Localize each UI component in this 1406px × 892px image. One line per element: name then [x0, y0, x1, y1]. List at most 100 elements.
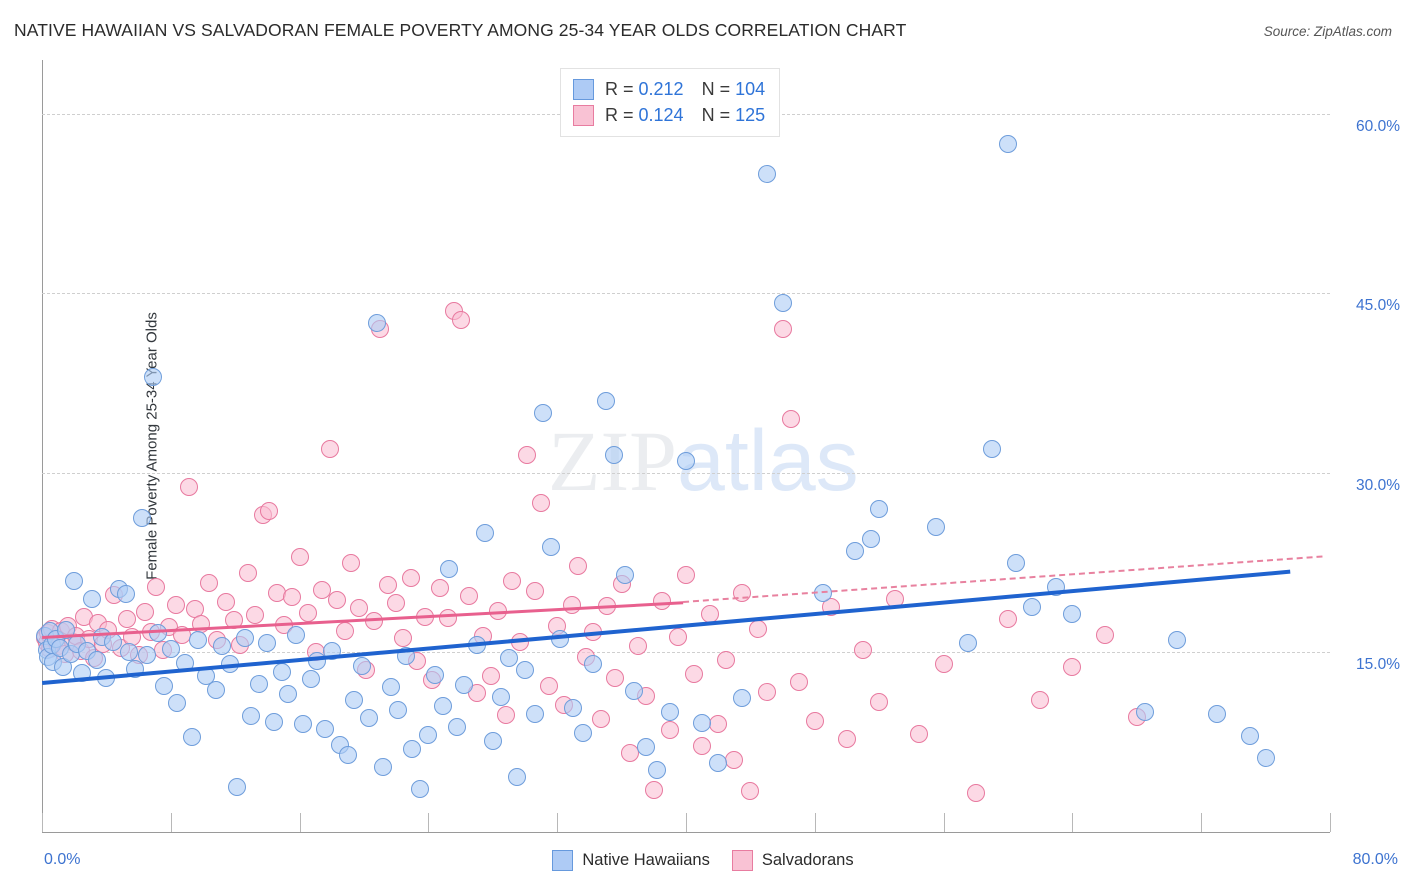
scatter-point [564, 698, 583, 717]
scatter-point [525, 582, 544, 601]
scatter-point [206, 680, 225, 699]
scatter-point [57, 620, 76, 639]
source-label: Source: ZipAtlas.com [1263, 24, 1392, 39]
scatter-point [258, 633, 277, 652]
scatter-point [838, 729, 856, 748]
scatter-point [416, 607, 435, 626]
scatter-point [350, 599, 369, 618]
scatter-point [282, 588, 301, 607]
scatter-point [846, 541, 865, 560]
scatter-point [321, 439, 340, 458]
scatter-point [287, 625, 306, 644]
scatter-point [628, 637, 647, 656]
scatter-point [290, 547, 309, 566]
scatter-point [491, 687, 510, 706]
scatter-point [569, 557, 588, 576]
y-axis-tick-label: 45.0% [1356, 297, 1400, 315]
n-value: 104 [735, 78, 766, 99]
y-axis-tick-label: 30.0% [1356, 476, 1400, 494]
scatter-point [242, 706, 261, 725]
scatter-point [870, 692, 889, 711]
scatter-point [338, 746, 357, 765]
scatter-point [910, 724, 929, 743]
scatter-point [374, 758, 393, 777]
scatter-point [298, 603, 317, 622]
scatter-point [250, 674, 269, 693]
y-axis-tick-label: 15.0% [1356, 656, 1400, 674]
n-label: N = [701, 104, 736, 125]
scatter-point [516, 661, 534, 680]
scatter-point [239, 564, 258, 583]
x-axis-tick [814, 813, 816, 832]
scatter-point [364, 612, 383, 631]
scatter-point [411, 779, 430, 798]
scatter-point [182, 728, 201, 747]
scatter-point [430, 578, 449, 597]
scatter-point [353, 656, 372, 675]
legend-item-native-hawaiians[interactable]: Native Hawaiians [552, 850, 710, 871]
scatter-point [741, 782, 760, 801]
scatter-point [934, 655, 953, 674]
scatter-point [73, 663, 92, 682]
scatter-point [454, 675, 473, 694]
scatter-point [166, 595, 185, 614]
scatter-point [615, 565, 634, 584]
scatter-point [636, 738, 655, 757]
scatter-point [773, 320, 792, 339]
scatter-point [701, 605, 720, 624]
x-axis-tick [1330, 813, 1331, 832]
scatter-point [132, 509, 151, 528]
scatter-point [620, 744, 639, 762]
r-value: 0.212 [638, 78, 684, 99]
scatter-point [660, 703, 679, 722]
scatter-point [733, 583, 752, 602]
stats-text: R = 0.212 N = 104 [605, 79, 765, 100]
scatter-point [789, 673, 808, 692]
scatter-point [1168, 631, 1187, 650]
scatter-point [1256, 748, 1275, 767]
scatter-point [583, 655, 602, 674]
x-axis-tick [686, 813, 687, 832]
scatter-point [604, 445, 623, 464]
scatter-point [136, 602, 155, 621]
scatter-point [1007, 553, 1026, 572]
x-axis-max-label: 80.0% [1352, 851, 1398, 868]
stats-row: R = 0.212 N = 104 [573, 76, 765, 102]
scatter-point [606, 668, 625, 687]
gridline [42, 293, 1330, 295]
scatter-point [459, 587, 478, 606]
scatter-point [216, 593, 235, 612]
scatter-point [147, 577, 166, 596]
scatter-point [65, 571, 84, 590]
legend-item-salvadorans[interactable]: Salvadorans [731, 850, 854, 871]
n-label: N = [701, 78, 736, 99]
scatter-point [644, 781, 663, 800]
scatter-point [677, 451, 695, 470]
scatter-point [260, 502, 278, 521]
scatter-point [451, 310, 470, 329]
scatter-point [870, 499, 889, 518]
scatter-point [652, 591, 671, 610]
scatter-point [189, 631, 208, 650]
scatter-point [562, 595, 581, 614]
scatter-point [148, 624, 167, 643]
scatter-point [301, 669, 320, 688]
scatter-point [103, 632, 122, 651]
scatter-point [467, 636, 486, 655]
scatter-point [982, 439, 1001, 458]
x-axis-tick [428, 813, 430, 832]
scatter-point [999, 134, 1017, 153]
scatter-point [496, 705, 515, 724]
r-label: R = [605, 78, 639, 99]
scatter-point [821, 597, 840, 616]
scatter-point [781, 410, 800, 429]
scatter-point [709, 753, 728, 772]
scatter-point [773, 293, 792, 312]
n-value: 125 [735, 104, 766, 125]
scatter-point [322, 642, 341, 661]
scatter-point [155, 676, 174, 695]
scatter-point [316, 720, 335, 739]
scatter-point [97, 668, 116, 687]
scatter-point [709, 715, 728, 734]
scatter-point [625, 681, 644, 700]
